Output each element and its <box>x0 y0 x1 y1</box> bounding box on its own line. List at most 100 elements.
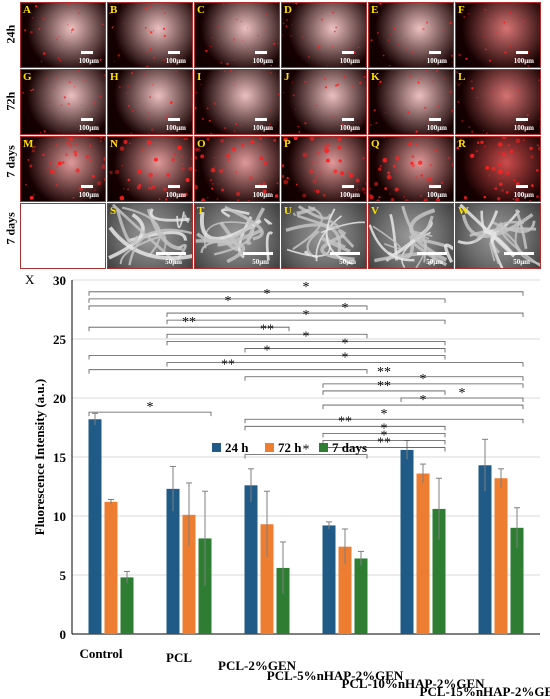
significance-bracket <box>322 390 446 395</box>
bar-24-h <box>244 485 258 634</box>
scale-bar <box>243 252 273 255</box>
fluorescence-bar-chart: X 0 5 10 15 20 25 30 Fluorescence Intensity (a.u… <box>25 272 550 699</box>
fluorescence-micrograph: L 100μm <box>455 69 541 135</box>
significance-marker: * <box>381 428 388 443</box>
panel-letter: Q <box>371 138 380 150</box>
fluorescence-micrograph: I 100μm <box>194 69 280 135</box>
bar-72-h <box>182 514 196 634</box>
scale-label: 100μm <box>513 57 534 65</box>
sem-micrograph: T 50μm <box>194 203 280 269</box>
panel-letter: M <box>23 138 34 150</box>
panel-letter: H <box>110 71 119 83</box>
panel-letter: G <box>23 71 32 83</box>
scale-bar <box>504 252 534 255</box>
scale-bar <box>342 51 354 54</box>
bar-72-h <box>416 473 430 634</box>
significance-bracket <box>322 440 446 445</box>
scale-bar <box>429 118 441 121</box>
fluorescence-micrograph: K 100μm <box>368 69 454 135</box>
significance-marker: * <box>420 372 427 387</box>
scale-label: 100μm <box>165 57 186 65</box>
significance-bracket <box>244 454 368 459</box>
scale-bar <box>255 185 267 188</box>
row-label: 7 days <box>3 145 18 178</box>
significance-bracket <box>166 340 446 346</box>
scale-bar <box>168 118 180 121</box>
fluorescence-micrograph: F 100μm <box>455 2 541 68</box>
significance-bracket <box>88 369 368 374</box>
bar-7-days <box>120 577 134 634</box>
chart-panel-letter: X <box>25 272 35 287</box>
bar-7-days <box>510 527 524 634</box>
significance-bracket <box>244 425 446 431</box>
legend-label: 24 h <box>225 440 249 455</box>
significance-bracket <box>400 397 524 402</box>
sem-micrograph: S 50μm <box>107 203 193 269</box>
sem-micrograph: W 50μm <box>455 203 541 269</box>
scale-label: 100μm <box>426 191 447 199</box>
scale-bar <box>255 51 267 54</box>
fluorescence-micrograph: D 100μm <box>281 2 367 68</box>
panel-letter: V <box>371 205 379 217</box>
scale-label: 100μm <box>252 124 273 132</box>
panel-letter: J <box>284 71 290 83</box>
significance-marker: ** <box>260 322 274 337</box>
scale-label: 100μm <box>252 191 273 199</box>
panel-letter: D <box>284 4 292 16</box>
y-tick-label: 25 <box>53 332 67 347</box>
fluorescence-micrograph: G 100μm <box>20 69 106 135</box>
fluorescence-micrograph: A 100μm <box>20 2 106 68</box>
legend-label: 7 days <box>332 440 367 455</box>
scale-bar <box>81 118 93 121</box>
significance-bracket <box>88 326 290 332</box>
panel-letter: I <box>197 71 202 83</box>
scale-bar <box>516 51 528 54</box>
significance-marker: * <box>420 393 427 408</box>
scale-label: 100μm <box>339 57 360 65</box>
scale-label: 100μm <box>426 57 447 65</box>
scale-bar <box>429 185 441 188</box>
bar-72-h <box>494 478 508 634</box>
scale-bar <box>255 118 267 121</box>
panel-letter: N <box>110 138 118 150</box>
scale-label: 50μm <box>426 258 443 266</box>
scale-bar <box>81 185 93 188</box>
significance-bracket <box>88 305 368 310</box>
bar-72-h <box>338 546 352 634</box>
panel-letter: U <box>284 205 292 217</box>
scale-label: 100μm <box>165 191 186 199</box>
scale-bar <box>81 51 93 54</box>
fluorescence-micrograph: H 100μm <box>107 69 193 135</box>
panel-letter: C <box>197 4 205 16</box>
scale-label: 50μm <box>513 258 530 266</box>
fluorescence-micrograph: O 100μm <box>194 136 280 202</box>
significance-marker: * <box>381 407 388 422</box>
panel-letter: L <box>458 71 466 83</box>
panel-letter: F <box>458 4 465 16</box>
scale-label: 100μm <box>513 191 534 199</box>
row-label: 24h <box>3 24 18 44</box>
sem-micrograph: U 50μm <box>281 203 367 269</box>
significance-marker: * <box>264 344 271 359</box>
panel-letter: O <box>197 138 206 150</box>
significance-marker: ** <box>221 358 235 373</box>
panel-letter: E <box>371 4 379 16</box>
significance-marker: ** <box>338 414 352 429</box>
y-tick-label: 10 <box>53 509 66 524</box>
bar-24-h <box>478 465 492 634</box>
x-tick-label: PCL-2%GEN <box>218 658 297 673</box>
legend-swatch <box>212 443 221 452</box>
bar-7-days <box>276 567 290 634</box>
significance-bracket <box>88 411 212 417</box>
legend-swatch <box>319 443 328 452</box>
legend-swatch <box>265 443 274 452</box>
scale-label: 100μm <box>78 191 99 199</box>
significance-marker: * <box>459 386 466 401</box>
panel-letter: T <box>197 205 205 217</box>
scale-bar <box>429 51 441 54</box>
x-tick-label: PCL-15%nHAP-2%GEN <box>420 684 550 699</box>
significance-bracket <box>88 355 446 360</box>
bar-24-h <box>88 419 102 634</box>
significance-bracket <box>88 298 446 303</box>
